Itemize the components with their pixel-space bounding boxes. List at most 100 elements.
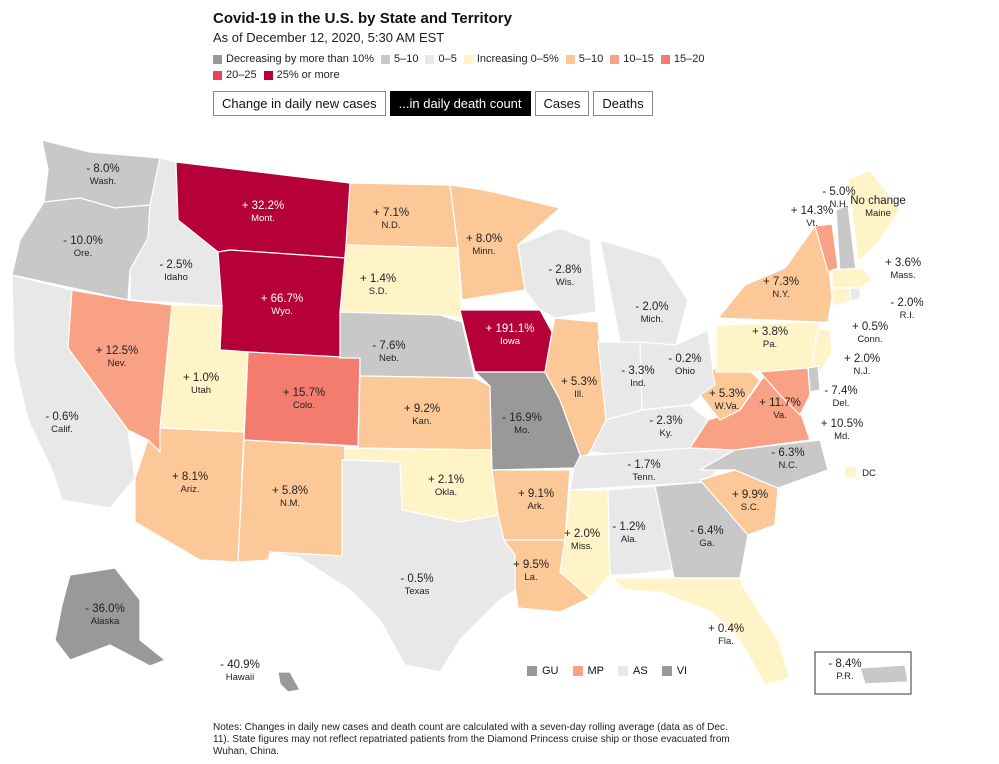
state-value: - 2.8% <box>548 264 581 276</box>
state-value: + 0.4% <box>708 623 744 635</box>
state-nj[interactable] <box>811 327 833 374</box>
state-value: + 32.2% <box>242 200 285 212</box>
state-ny[interactable] <box>716 224 833 323</box>
state-pr[interactable] <box>859 664 909 685</box>
legend-item: 25% or more <box>263 69 340 81</box>
legend-swatch <box>380 54 390 64</box>
state-name: Mass. <box>890 270 915 281</box>
territory-swatch <box>618 666 628 677</box>
territory-item: MP <box>572 665 604 677</box>
state-label-miss: + 2.0% Miss. <box>564 528 600 552</box>
tab-change-in-daily-death-count[interactable]: ...in daily death count <box>389 91 531 116</box>
state-sc[interactable] <box>698 469 779 536</box>
state-value: - 7.6% <box>372 340 405 352</box>
legend-swatch <box>213 70 222 80</box>
state-label-hawaii: - 40.9% Hawaii <box>220 659 260 683</box>
dc-swatch <box>846 467 856 477</box>
state-value: - 40.9% <box>220 659 260 671</box>
state-ala[interactable] <box>607 485 675 576</box>
tab-cases[interactable]: Cases <box>534 91 590 116</box>
state-name: Okla. <box>435 487 457 498</box>
state-mich[interactable] <box>599 239 689 346</box>
state-label-mont: + 32.2% Mont. <box>242 200 285 224</box>
state-value: + 10.5% <box>821 418 864 430</box>
state-value: - 2.5% <box>159 259 192 271</box>
state-value: + 5.8% <box>272 485 308 497</box>
legend-swatch <box>565 54 575 64</box>
state-label-calif: - 0.6% Calif. <box>45 411 78 435</box>
state-name: Nev. <box>108 358 127 369</box>
state-vt[interactable] <box>814 223 839 273</box>
state-name: N.Y. <box>772 289 789 300</box>
state-ariz[interactable] <box>134 427 245 563</box>
state-neb[interactable] <box>339 311 476 379</box>
legend-item: Increasing 0–5% <box>463 53 559 65</box>
state-value: - 36.0% <box>85 603 125 615</box>
color-legend-row-1: Decreasing by more than 10% 5–10 0–5 Inc… <box>213 53 711 65</box>
state-name: Mich. <box>641 314 664 325</box>
state-name: Mo. <box>514 425 530 436</box>
state-value: - 2.0% <box>635 301 668 313</box>
legend-swatch <box>425 54 435 64</box>
state-label-alaska: - 36.0% Alaska <box>85 603 125 627</box>
state-colo[interactable] <box>243 351 361 447</box>
state-wis[interactable] <box>517 227 597 319</box>
state-value: - 1.2% <box>612 521 645 533</box>
state-name: Ga. <box>699 538 714 549</box>
legend-label: Increasing 0–5% <box>476 53 559 65</box>
legend-swatch <box>660 54 670 64</box>
state-name: Idaho <box>164 272 188 283</box>
state-maine[interactable] <box>847 169 901 264</box>
state-ri[interactable] <box>849 287 861 301</box>
chart-title: Covid-19 in the U.S. by State and Territ… <box>213 10 512 27</box>
state-label-ill: + 5.3% Ill. <box>561 376 597 400</box>
state-name: Tenn. <box>632 472 655 483</box>
state-name: Ill. <box>574 389 584 400</box>
state-fla[interactable] <box>610 577 791 686</box>
state-label-ala: - 1.2% Ala. <box>612 521 645 545</box>
state-md[interactable] <box>758 367 811 417</box>
state-value: + 8.0% <box>466 233 502 245</box>
state-value: - 0.6% <box>45 411 78 423</box>
state-conn[interactable] <box>831 287 851 307</box>
state-name: N.M. <box>280 498 300 509</box>
state-value: + 3.8% <box>752 326 788 338</box>
state-texas[interactable] <box>269 459 519 673</box>
state-mass[interactable] <box>831 267 873 289</box>
legend-item: 15–20 <box>660 53 704 65</box>
state-sd[interactable] <box>339 244 463 319</box>
state-name: Del. <box>833 398 850 409</box>
state-ga[interactable] <box>654 481 749 579</box>
tab-change-in-daily-new-cases[interactable]: Change in daily new cases <box>213 91 386 116</box>
state-value: - 2.3% <box>649 415 682 427</box>
chart-subtitle: As of December 12, 2020, 5:30 AM EST <box>213 30 445 45</box>
metric-tabs: Change in daily new cases ...in daily de… <box>213 91 657 116</box>
state-value: + 0.5% <box>852 321 888 333</box>
state-name: Vt. <box>806 218 818 229</box>
state-name: Wash. <box>90 176 117 187</box>
state-alaska[interactable] <box>54 567 167 667</box>
state-value: + 1.4% <box>360 273 396 285</box>
state-label-nh: - 5.0% N.H. <box>822 186 855 210</box>
state-name: S.D. <box>369 286 387 297</box>
state-value: + 9.9% <box>732 489 768 501</box>
state-value: + 15.7% <box>283 387 326 399</box>
state-label-minn: + 8.0% Minn. <box>466 233 502 257</box>
legend-item: Decreasing by more than 10% <box>213 53 374 65</box>
state-name: Ariz. <box>181 484 200 495</box>
territory-item: AS <box>618 665 648 677</box>
state-label-nd: + 7.1% N.D. <box>373 207 409 231</box>
tab-deaths[interactable]: Deaths <box>593 91 653 116</box>
state-value: + 7.1% <box>373 207 409 219</box>
territory-label: GU <box>542 665 559 677</box>
legend-item: 10–15 <box>610 53 654 65</box>
state-label-utah: + 1.0% Utah <box>183 372 219 396</box>
state-value: - 1.7% <box>627 459 660 471</box>
state-hawaii[interactable] <box>277 671 301 693</box>
state-value: + 14.3% <box>791 205 834 217</box>
state-name: Ark. <box>528 501 545 512</box>
state-value: - 8.0% <box>86 163 119 175</box>
state-label-sc: + 9.9% S.C. <box>732 489 768 513</box>
state-label-tenn: - 1.7% Tenn. <box>627 459 660 483</box>
state-name: Calif. <box>51 424 73 435</box>
